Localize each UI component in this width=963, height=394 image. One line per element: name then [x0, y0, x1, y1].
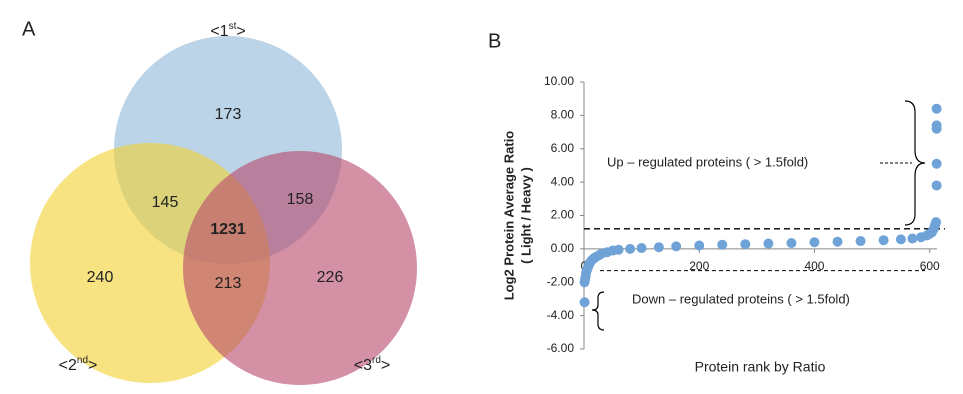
- x-tick-label: 200: [689, 259, 709, 273]
- y-tick-label: -2.00: [547, 274, 575, 288]
- brace: [904, 100, 926, 226]
- set-label: <2nd>: [59, 355, 98, 374]
- panel-label: A: [22, 18, 36, 40]
- data-point: [717, 239, 728, 250]
- set-label-part: >: [236, 23, 245, 40]
- panel-label: B: [488, 30, 501, 52]
- set-label-part: nd: [77, 355, 88, 366]
- region-count: 240: [87, 269, 114, 286]
- data-point: [907, 233, 918, 244]
- data-point: [931, 120, 942, 131]
- x-tick-label: 400: [804, 259, 824, 273]
- set-label: <3rd>: [354, 355, 391, 374]
- data-point: [625, 243, 636, 254]
- annotation: Up – regulated proteins ( > 1.5fold): [607, 154, 808, 169]
- data-point: [809, 237, 820, 248]
- y-tick-label: 6.00: [551, 141, 575, 155]
- set-label-part: st: [229, 21, 237, 32]
- y-tick-label: 2.00: [551, 208, 575, 222]
- set-label-part: <3: [354, 357, 372, 374]
- data-point: [855, 236, 866, 247]
- set-label: <1st>: [210, 21, 245, 40]
- set-label-part: >: [381, 357, 390, 374]
- data-point: [878, 235, 889, 246]
- region-count: 1231: [210, 221, 246, 238]
- brace: [591, 291, 605, 331]
- y-tick-label: 8.00: [551, 108, 575, 122]
- data-point: [636, 243, 647, 254]
- data-point: [694, 240, 705, 251]
- data-point: [832, 236, 843, 247]
- set-label-part: <2: [59, 357, 77, 374]
- y-tick-label: -6.00: [547, 341, 575, 355]
- x-tick-label: 600: [920, 259, 940, 273]
- region-count: 173: [215, 106, 242, 123]
- region-count: 158: [287, 191, 314, 208]
- y-tick-label: 4.00: [551, 174, 575, 188]
- set-label-part: >: [88, 357, 97, 374]
- data-point: [931, 103, 942, 114]
- data-point: [653, 242, 664, 253]
- region-count: 226: [317, 269, 344, 286]
- set-label-part: rd: [372, 355, 381, 366]
- x-axis-label: Protein rank by Ratio: [695, 359, 826, 375]
- data-point: [671, 241, 682, 252]
- data-point: [895, 234, 906, 245]
- set-label-part: <1: [210, 23, 228, 40]
- data-point: [613, 244, 624, 255]
- y-axis-label: ( Light / Heavy ): [518, 167, 533, 264]
- set-circle: [183, 151, 417, 385]
- data-point: [931, 158, 942, 169]
- data-point: [931, 217, 942, 228]
- data-point: [931, 180, 942, 191]
- annotation: Down – regulated proteins ( > 1.5fold): [632, 291, 850, 306]
- region-count: 213: [215, 275, 242, 292]
- y-tick-label: 0.00: [551, 241, 575, 255]
- region-count: 145: [152, 194, 179, 211]
- y-tick-label: -4.00: [547, 308, 575, 322]
- data-point: [579, 297, 590, 308]
- data-point: [786, 238, 797, 249]
- data-point: [763, 238, 774, 249]
- y-tick-label: 10.00: [544, 74, 574, 88]
- y-axis-label: Log2 Protein Average Ratio: [501, 131, 516, 301]
- data-point: [740, 239, 751, 250]
